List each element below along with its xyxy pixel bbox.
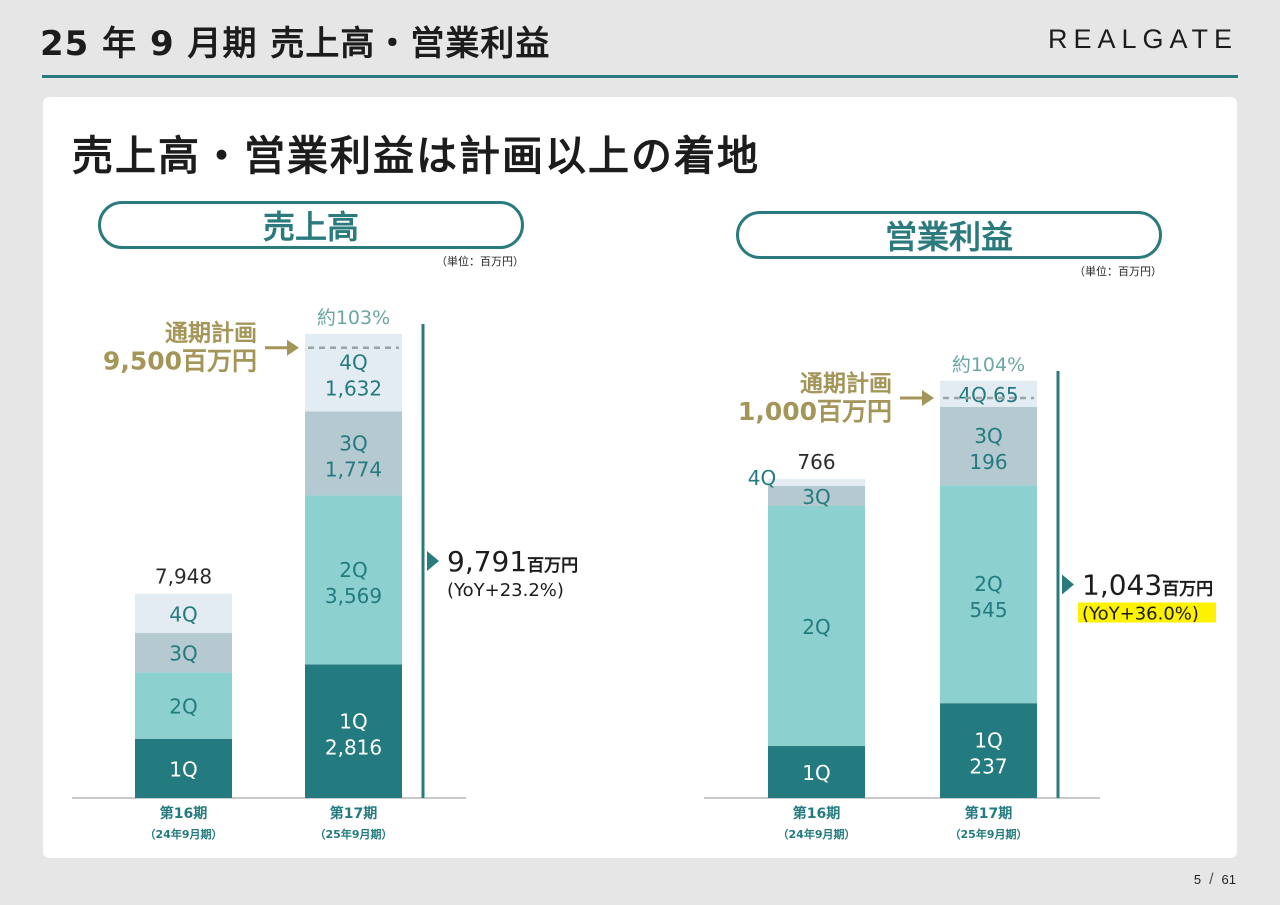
- page-header-title: 25 年 9 月期 売上高・営業利益: [40, 24, 551, 64]
- header-divider: [42, 75, 1238, 78]
- sales-unit-label: （単位：百万円）: [436, 255, 524, 268]
- page-separator: /: [1209, 871, 1214, 888]
- profit-chart-title: 営業利益: [736, 211, 1162, 259]
- sales-chart-title: 売上高: [98, 201, 524, 249]
- page-total: 61: [1221, 872, 1236, 887]
- profit-unit-label: （単位：百万円）: [1074, 265, 1162, 278]
- brand-logo: REALGATE: [1047, 24, 1238, 54]
- page-current: 5: [1193, 872, 1202, 887]
- slide-headline: 売上高・営業利益は計画以上の着地: [72, 132, 760, 180]
- page-number: 5 / 61: [1194, 871, 1236, 889]
